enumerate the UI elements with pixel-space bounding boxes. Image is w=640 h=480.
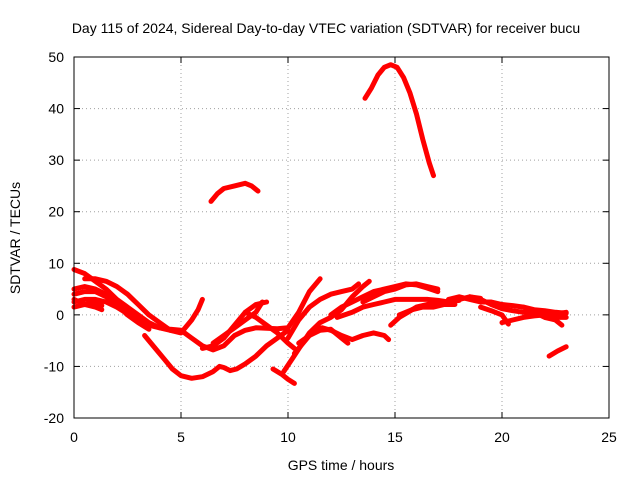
data-series [71,62,569,386]
series-arc-x [362,62,436,179]
x-tick-label: 0 [70,429,78,445]
x-tick-label: 10 [280,429,296,445]
y-tick-label: -10 [44,358,64,374]
series-arc-u [360,281,441,305]
series-arc-h [142,327,291,381]
y-tick-labels: -20 -10 0 10 20 30 40 50 [44,49,64,426]
x-tick-label: 5 [177,429,185,445]
series-arc-w [396,302,458,318]
y-tick-label: -20 [44,410,64,426]
grid [74,57,609,418]
series-arc-ad [546,344,569,359]
series-arc-q [296,326,351,346]
series-arc-l [242,309,297,351]
series-arc-m [270,366,297,386]
series-arc-i [135,276,323,353]
y-tick-label: 50 [48,49,64,65]
series-arc-k [210,299,265,346]
y-axis-label: SDTVAR / TECUs [7,182,23,294]
x-tick-label: 25 [601,429,617,445]
series-arc-f [71,296,105,309]
x-axis-label: GPS time / hours [288,457,395,473]
series-arc-r [285,281,362,341]
y-tick-label: 10 [48,255,64,271]
y-tick-label: 0 [56,307,64,323]
y-tick-label: 20 [48,204,64,220]
series-arc-y [446,294,569,316]
series-arc-ab [499,309,569,326]
plot-frame [73,56,610,419]
y-tick-label: 40 [48,101,64,117]
y-tick-label: 30 [48,152,64,168]
series-arc-n [208,180,261,204]
x-tick-label: 20 [494,429,510,445]
axis-ticks [73,56,610,419]
x-tick-labels: 0 5 10 15 20 25 [70,429,617,445]
chart-title: Day 115 of 2024, Sidereal Day-to-day VTE… [72,20,580,36]
x-tick-label: 15 [387,429,403,445]
series-arc-g [82,276,205,336]
series-arc-ac [520,304,565,328]
